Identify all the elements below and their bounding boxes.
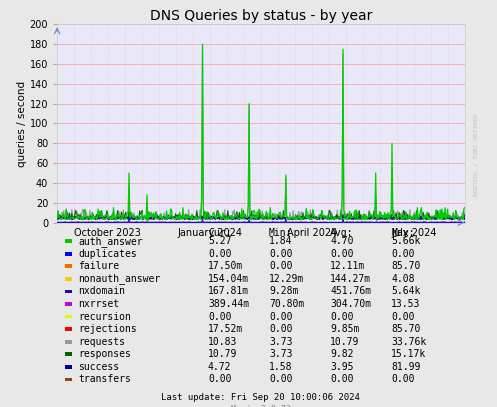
- Text: Last update: Fri Sep 20 10:00:06 2024: Last update: Fri Sep 20 10:00:06 2024: [162, 393, 360, 402]
- Text: 17.50m: 17.50m: [208, 261, 243, 271]
- Text: 17.52m: 17.52m: [208, 324, 243, 334]
- Text: 12.29m: 12.29m: [269, 274, 304, 284]
- Text: 3.73: 3.73: [269, 349, 293, 359]
- Text: 0.00: 0.00: [391, 249, 415, 259]
- Bar: [65, 327, 72, 331]
- Text: 4.70: 4.70: [330, 236, 354, 246]
- Text: responses: responses: [79, 349, 131, 359]
- Text: duplicates: duplicates: [79, 249, 137, 259]
- Text: 10.83: 10.83: [208, 337, 238, 347]
- Text: 85.70: 85.70: [391, 261, 421, 271]
- Bar: [65, 239, 72, 243]
- Text: 9.85m: 9.85m: [330, 324, 360, 334]
- Text: 15.17k: 15.17k: [391, 349, 426, 359]
- Text: 0.00: 0.00: [269, 374, 293, 385]
- Text: 144.27m: 144.27m: [330, 274, 371, 284]
- Text: 451.76m: 451.76m: [330, 287, 371, 296]
- Text: Avg:: Avg:: [330, 228, 354, 238]
- Text: 13.53: 13.53: [391, 299, 421, 309]
- Title: DNS Queries by status - by year: DNS Queries by status - by year: [150, 9, 372, 23]
- Text: 3.95: 3.95: [330, 362, 354, 372]
- Text: 0.00: 0.00: [330, 249, 354, 259]
- Text: 1.84: 1.84: [269, 236, 293, 246]
- Text: 0.00: 0.00: [269, 261, 293, 271]
- Text: requests: requests: [79, 337, 125, 347]
- Text: 10.79: 10.79: [330, 337, 360, 347]
- Y-axis label: queries / second: queries / second: [17, 81, 27, 166]
- Text: 81.99: 81.99: [391, 362, 421, 372]
- Bar: [65, 378, 72, 381]
- Text: recursion: recursion: [79, 312, 131, 322]
- Text: 389.44m: 389.44m: [208, 299, 249, 309]
- Text: 0.00: 0.00: [269, 312, 293, 322]
- Text: 4.72: 4.72: [208, 362, 232, 372]
- Text: 0.00: 0.00: [330, 374, 354, 385]
- Text: 33.76k: 33.76k: [391, 337, 426, 347]
- Text: transfers: transfers: [79, 374, 131, 385]
- Text: nonauth_answer: nonauth_answer: [79, 274, 161, 284]
- Text: Cur:: Cur:: [208, 228, 232, 238]
- Text: 5.66k: 5.66k: [391, 236, 421, 246]
- Text: 167.81m: 167.81m: [208, 287, 249, 296]
- Text: 0.00: 0.00: [391, 374, 415, 385]
- Bar: [65, 315, 72, 318]
- Text: nxrrset: nxrrset: [79, 299, 119, 309]
- Text: nxdomain: nxdomain: [79, 287, 125, 296]
- Text: Min:: Min:: [269, 228, 293, 238]
- Text: 0.00: 0.00: [208, 312, 232, 322]
- Text: 70.80m: 70.80m: [269, 299, 304, 309]
- Bar: [65, 302, 72, 306]
- Text: 5.27: 5.27: [208, 236, 232, 246]
- Text: success: success: [79, 362, 119, 372]
- Bar: [65, 352, 72, 356]
- Bar: [65, 365, 72, 369]
- Text: 9.82: 9.82: [330, 349, 354, 359]
- Text: 1.58: 1.58: [269, 362, 293, 372]
- Text: 0.00: 0.00: [208, 374, 232, 385]
- Bar: [65, 289, 72, 293]
- Text: auth_answer: auth_answer: [79, 236, 143, 247]
- Text: 0.00: 0.00: [269, 249, 293, 259]
- Bar: [65, 265, 72, 268]
- Text: 0.00: 0.00: [269, 324, 293, 334]
- Bar: [65, 252, 72, 256]
- Text: 4.08: 4.08: [391, 274, 415, 284]
- Bar: [65, 340, 72, 344]
- Text: 10.79: 10.79: [208, 349, 238, 359]
- Text: 0.00: 0.00: [391, 312, 415, 322]
- Text: 0.00: 0.00: [330, 312, 354, 322]
- Text: 5.64k: 5.64k: [391, 287, 421, 296]
- Text: 12.11m: 12.11m: [330, 261, 365, 271]
- Text: failure: failure: [79, 261, 119, 271]
- Text: 0.00: 0.00: [208, 249, 232, 259]
- Text: Munin 2.0.73: Munin 2.0.73: [231, 405, 291, 407]
- Text: 9.28m: 9.28m: [269, 287, 299, 296]
- Bar: [65, 277, 72, 281]
- Text: 85.70: 85.70: [391, 324, 421, 334]
- Text: 3.73: 3.73: [269, 337, 293, 347]
- Text: rejections: rejections: [79, 324, 137, 334]
- Text: 304.70m: 304.70m: [330, 299, 371, 309]
- Text: Max:: Max:: [391, 228, 415, 238]
- Text: RRDTOOL / TOBI OETIKER: RRDTOOL / TOBI OETIKER: [474, 114, 479, 196]
- Text: 154.04m: 154.04m: [208, 274, 249, 284]
